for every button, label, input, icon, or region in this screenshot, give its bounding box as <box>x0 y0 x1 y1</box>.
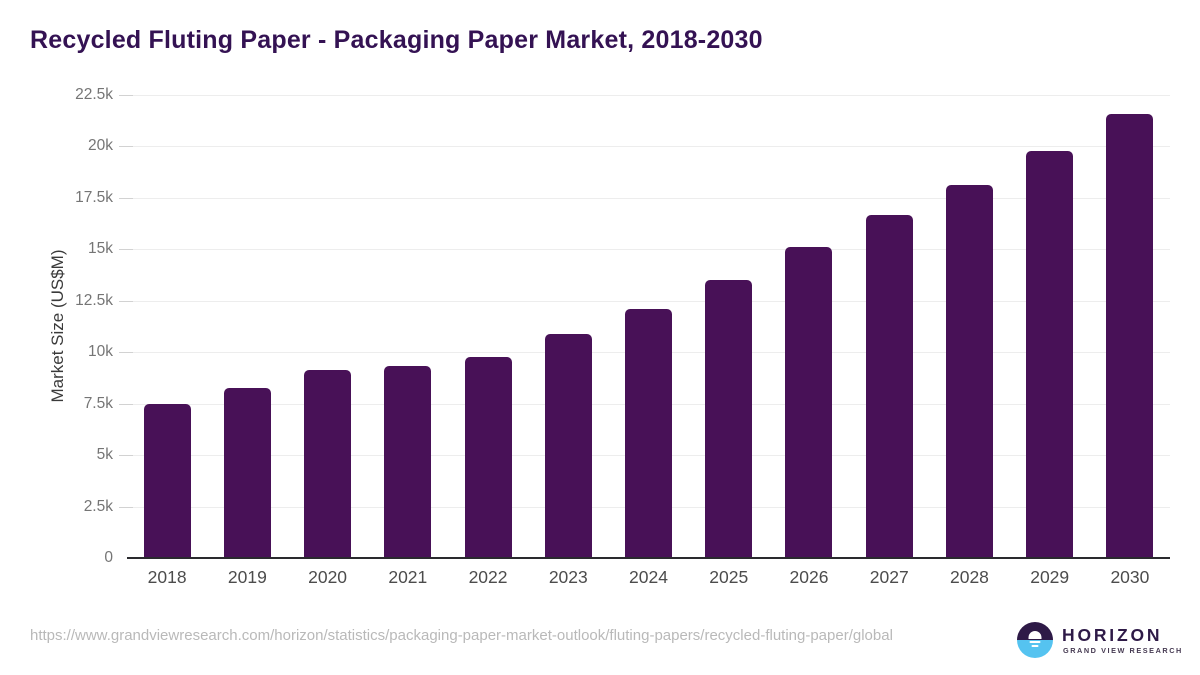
bar-2026[interactable] <box>785 247 833 558</box>
y-tick <box>119 506 133 508</box>
bar-2022[interactable] <box>464 357 512 558</box>
bar-slot <box>368 95 448 558</box>
x-axis-tick-label: 2021 <box>388 567 428 587</box>
chart-title: Recycled Fluting Paper - Packaging Paper… <box>30 26 763 54</box>
bar-slot <box>769 95 849 558</box>
y-tick <box>119 300 133 302</box>
bar-2030[interactable] <box>1106 113 1154 558</box>
gridline <box>127 146 1170 148</box>
bar-slot <box>1010 95 1090 558</box>
bar-2024[interactable] <box>625 309 673 558</box>
bar-slot <box>127 95 207 558</box>
bar-slot <box>608 95 688 558</box>
y-tick <box>119 403 133 405</box>
x-axis-labels: 2018 2019 2020 2021 2022 2023 2024 2025 2026 2027… <box>127 567 1170 588</box>
horizon-logo-icon <box>1017 622 1053 658</box>
y-axis-tick-label: 10k <box>88 343 113 361</box>
y-axis-tick-label: 12.5k <box>75 291 113 309</box>
y-axis-tick-label: 17.5k <box>75 188 113 206</box>
bar-2029[interactable] <box>1026 150 1074 558</box>
bar-slot <box>448 95 528 558</box>
gridline <box>127 197 1170 199</box>
y-axis-tick-label: 22.5k <box>75 86 113 103</box>
source-url: https://www.grandviewresearch.com/horizo… <box>30 627 893 644</box>
y-axis-tick-label: 0 <box>104 549 113 566</box>
bar-slot <box>689 95 769 558</box>
bar-2027[interactable] <box>865 215 913 558</box>
sun-icon <box>1028 631 1042 639</box>
bars-row <box>127 95 1170 558</box>
x-axis-tick-label: 2022 <box>468 567 508 587</box>
y-tick <box>119 197 133 199</box>
y-axis-labels: 0 2.5k 5k 7.5k 10k 12.5k 15k 17.5k 20k 22.5k <box>0 86 113 566</box>
x-axis-tick-label: 2028 <box>949 567 989 587</box>
x-axis-tick-label: 2019 <box>227 567 267 587</box>
bar-2025[interactable] <box>705 280 753 558</box>
logo-subtitle: GRAND VIEW RESEARCH <box>1063 646 1183 655</box>
bar-slot <box>929 95 1009 558</box>
x-axis-tick-label: 2024 <box>629 567 668 587</box>
bar-slot <box>1090 95 1170 558</box>
y-axis-tick-label: 20k <box>88 137 113 155</box>
gridline <box>127 95 1170 96</box>
gridline <box>127 249 1170 251</box>
y-axis-tick-label: 15k <box>88 240 113 258</box>
bar-2023[interactable] <box>544 333 592 558</box>
y-axis-tick-label: 2.5k <box>83 497 113 515</box>
bar-slot <box>528 95 608 558</box>
y-axis-tick-label: 5k <box>96 446 113 464</box>
bar-slot <box>287 95 367 558</box>
x-axis-tick-label: 2020 <box>308 567 348 587</box>
y-axis-tick-label: 7.5k <box>83 394 113 412</box>
x-axis-tick-label: 2023 <box>548 567 588 587</box>
y-tick <box>119 352 133 354</box>
x-axis-tick-label: 2025 <box>709 567 749 587</box>
bar-2021[interactable] <box>384 365 432 558</box>
bar-2019[interactable] <box>223 388 271 558</box>
sun-reflection-line <box>1029 640 1041 643</box>
bar-2018[interactable] <box>143 403 191 558</box>
x-axis-line <box>127 557 1170 559</box>
logo-name: HORIZON <box>1062 625 1163 645</box>
x-axis-tick-label: 2027 <box>869 567 909 587</box>
horizon-logo: HORIZON GRAND VIEW RESEARCH <box>1017 620 1181 660</box>
bar-slot <box>849 95 929 558</box>
y-tick <box>119 146 133 148</box>
y-tick <box>119 455 133 457</box>
x-axis-tick-label: 2026 <box>789 567 829 587</box>
bar-2028[interactable] <box>945 184 993 558</box>
x-axis-tick-label: 2030 <box>1110 567 1150 587</box>
gridline <box>127 300 1170 302</box>
y-tick <box>119 249 133 251</box>
y-tick <box>119 95 133 96</box>
bar-2020[interactable] <box>304 369 352 558</box>
bar-slot <box>207 95 287 558</box>
x-axis-tick-label: 2029 <box>1030 567 1070 587</box>
sun-reflection-line <box>1031 644 1039 647</box>
x-axis-tick-label: 2018 <box>147 567 187 587</box>
